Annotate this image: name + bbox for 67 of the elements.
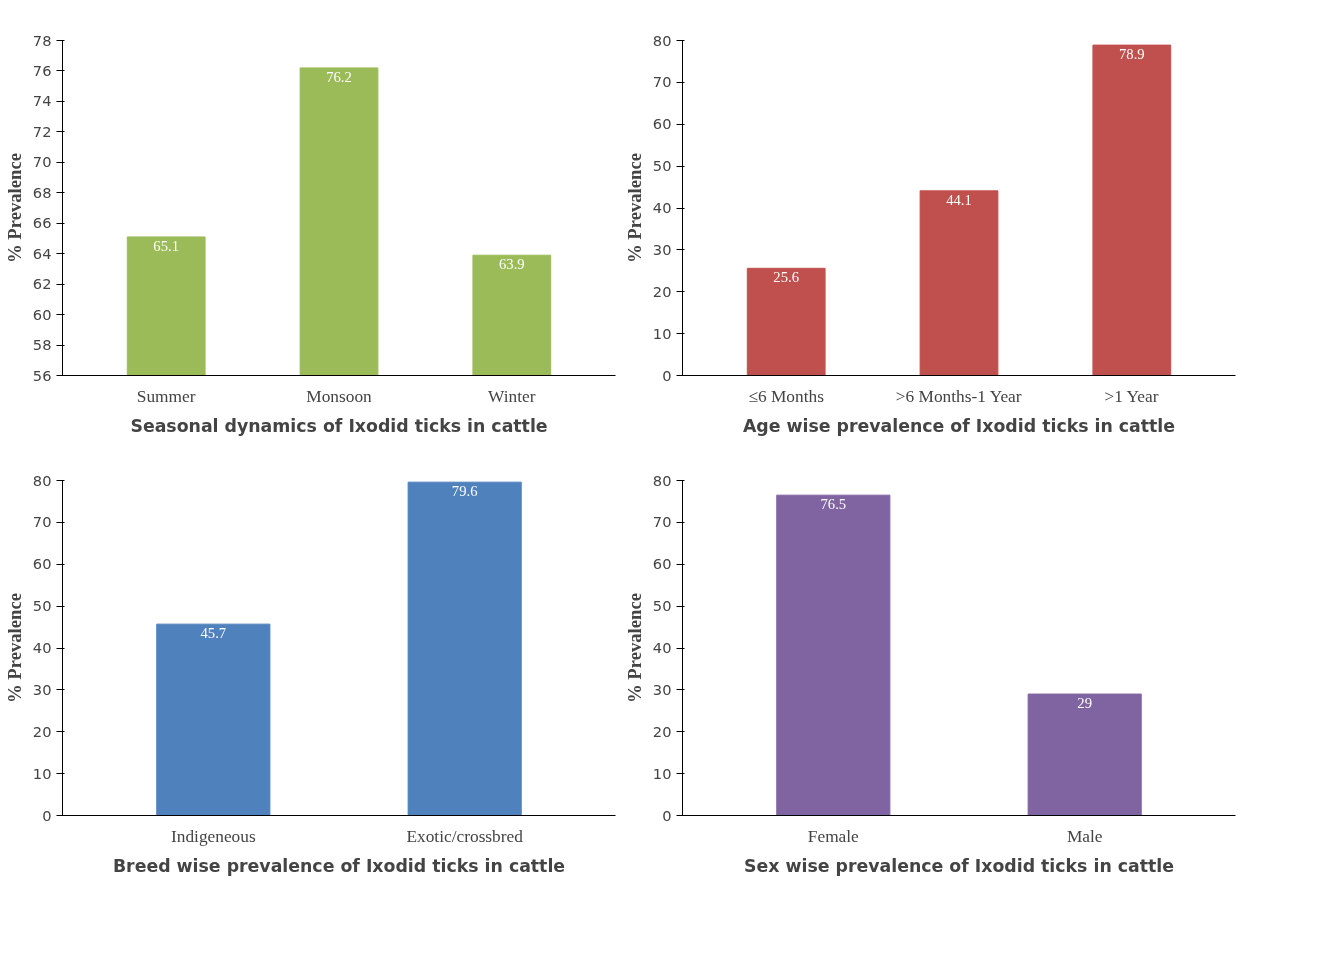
x-tick-label: ≤6 Months (748, 386, 825, 406)
y-tick-label: 60 (32, 555, 52, 573)
y-axis-title: % Prevalence (623, 153, 645, 263)
y-tick-label: 66 (32, 214, 52, 232)
x-tick-label: Female (807, 826, 860, 846)
y-tick-label: 68 (32, 183, 52, 201)
y-tick-label: 78 (32, 31, 52, 49)
y-tick-label: 60 (32, 305, 52, 323)
y-tick-label: 40 (32, 639, 52, 656)
y-tick-label: 76 (32, 61, 52, 79)
y-tick-label: 60 (652, 555, 672, 573)
data-label: 63.9 (498, 256, 525, 273)
y-tick-label: 60 (652, 115, 672, 133)
y-tick-label: 20 (32, 722, 52, 740)
y-tick-label: 64 (32, 244, 52, 262)
data-label: 78.9 (1118, 46, 1145, 63)
y-tick-label: 70 (32, 513, 52, 531)
x-tick-label: Indigeneous (170, 826, 256, 846)
text: Age wise prevalence of Ixodid ticks in cattle (742, 415, 1176, 436)
y-tick-label: 58 (32, 336, 52, 354)
y-axis-title: % Prevalence (3, 593, 25, 703)
y-tick-label: 80 (652, 471, 672, 489)
text: Breed wise prevalence of Ixodid ticks in cattle (112, 855, 566, 876)
y-tick-label: 50 (652, 597, 672, 615)
data-label: 44.1 (946, 191, 972, 208)
data-label: 65.1 (153, 237, 180, 254)
y-tick-label: 70 (32, 153, 52, 171)
data-label: 45.7 (200, 625, 227, 642)
data-label: 76.5 (820, 496, 847, 513)
y-tick-label: 80 (32, 471, 52, 489)
x-tick-label: >6 Months-1 Year (895, 386, 1022, 406)
data-label: 25.6 (773, 269, 800, 286)
y-tick-label: 40 (652, 199, 672, 216)
y-tick-label: 80 (652, 31, 672, 49)
y-tick-label: 0 (662, 806, 672, 824)
y-tick-label: 62 (32, 275, 52, 293)
y-tick-label: 50 (652, 157, 672, 175)
y-tick-label: 50 (32, 597, 52, 615)
y-tick-label: 10 (652, 324, 672, 342)
y-tick-label: 20 (652, 722, 672, 740)
y-tick-label: 70 (652, 73, 672, 91)
y-tick-label: 0 (42, 806, 52, 824)
data-label: 79.6 (451, 483, 478, 500)
y-tick-label: 40 (652, 639, 672, 656)
y-tick-label: 30 (32, 680, 52, 698)
text: Seasonal dynamics of Ixodid ticks in cattle (130, 415, 548, 436)
y-tick-label: 74 (32, 92, 52, 110)
y-tick-label: 20 (652, 282, 672, 300)
y-tick-label: 70 (652, 513, 672, 531)
x-tick-label: Exotic/crossbred (406, 826, 524, 846)
text: Sex wise prevalence of Ixodid ticks in cattle (744, 855, 1174, 876)
data-label: 29 (1077, 695, 1093, 712)
y-axis-title: % Prevalence (3, 153, 25, 263)
x-tick-label: Monsoon (306, 386, 373, 406)
y-tick-label: 10 (652, 764, 672, 782)
y-tick-label: 0 (662, 366, 672, 384)
x-tick-label: Male (1066, 826, 1103, 846)
x-tick-label: >1 Year (1104, 386, 1159, 406)
y-tick-label: 30 (652, 680, 672, 698)
y-axis-title: % Prevalence (623, 593, 645, 703)
x-tick-label: Winter (488, 386, 536, 406)
y-tick-label: 56 (32, 366, 52, 384)
x-tick-label: Summer (136, 386, 196, 406)
y-tick-label: 72 (32, 122, 52, 140)
data-label: 76.2 (326, 68, 352, 85)
y-tick-label: 30 (652, 240, 672, 258)
y-tick-label: 10 (32, 764, 52, 782)
